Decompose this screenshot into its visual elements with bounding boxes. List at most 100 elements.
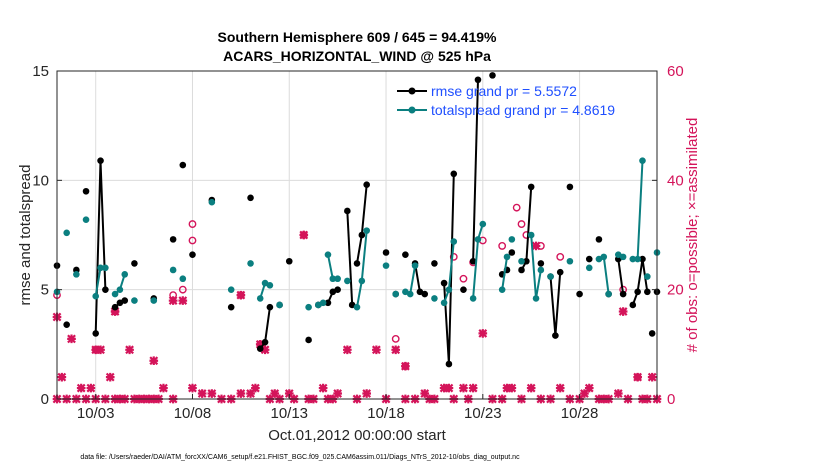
obs-assimilated-marker xyxy=(526,383,536,393)
data-point xyxy=(532,295,540,302)
obs-assimilated-marker xyxy=(207,389,217,398)
data-point xyxy=(382,249,390,256)
data-point xyxy=(285,257,293,265)
obs-assimilated-marker xyxy=(57,372,67,382)
data-point xyxy=(537,260,545,267)
obs-assimilated-marker xyxy=(459,383,468,393)
data-point xyxy=(503,253,511,261)
data-point xyxy=(445,286,453,293)
obs-possible-marker xyxy=(91,345,100,354)
obs-possible-marker xyxy=(556,252,565,261)
data-point xyxy=(450,170,458,178)
data-point xyxy=(92,292,100,300)
data-point xyxy=(556,268,564,276)
data-point xyxy=(319,299,327,307)
left-tick-label: 5 xyxy=(41,282,49,299)
data-point xyxy=(344,277,351,285)
obs-assimilated-marker xyxy=(318,383,328,393)
legend-rmse-marker xyxy=(408,87,416,95)
chart-subtitle: ACARS_HORIZONTAL_WIND @ 525 hPa xyxy=(223,48,491,64)
data-point xyxy=(121,297,129,304)
obs-assimilated-marker xyxy=(391,345,401,355)
data-point xyxy=(566,257,574,265)
data-point xyxy=(324,251,332,258)
data-point xyxy=(595,236,603,243)
data-point xyxy=(179,161,187,169)
data-point xyxy=(256,345,264,353)
obs-possible-marker xyxy=(536,242,545,250)
obs-possible-marker xyxy=(188,236,197,245)
data-point xyxy=(63,229,70,237)
data-point xyxy=(334,286,341,293)
data-point xyxy=(537,266,545,274)
data-point xyxy=(648,330,656,337)
data-point xyxy=(644,273,651,280)
obs-possible-marker xyxy=(633,373,642,382)
data-point xyxy=(131,260,138,267)
data-point xyxy=(440,279,448,287)
data-point xyxy=(121,271,129,278)
data-point xyxy=(639,157,646,164)
data-point xyxy=(402,251,409,258)
obs-assimilated-marker xyxy=(647,372,657,382)
series-rmse xyxy=(53,72,661,368)
obs-assimilated-marker xyxy=(270,389,280,398)
data-point xyxy=(585,255,593,263)
obs-possible-marker xyxy=(188,220,197,228)
obs-assimilated-marker xyxy=(178,296,188,305)
obs-assimilated-marker xyxy=(507,383,517,393)
left-tick-label: 15 xyxy=(32,63,49,80)
left-tick-label: 10 xyxy=(32,172,49,189)
data-point xyxy=(619,290,627,298)
obs-assimilated-marker xyxy=(342,345,352,355)
series-line-segment xyxy=(346,210,354,306)
data-point xyxy=(353,260,361,267)
obs-assimilated-marker xyxy=(584,383,594,393)
data-point xyxy=(600,253,608,261)
obs-assimilated-marker xyxy=(580,389,589,398)
x-axis-label: Oct.01,2012 00:00:00 start xyxy=(268,427,446,444)
obs-assimilated-marker xyxy=(362,389,372,398)
obs-possible-marker xyxy=(299,231,308,239)
obs-possible-marker xyxy=(449,252,458,261)
x-tick-label: 10/08 xyxy=(174,405,212,422)
x-tick-label: 10/03 xyxy=(77,405,115,422)
data-point xyxy=(392,290,400,298)
obs-assimilated-marker xyxy=(333,389,343,398)
data-point xyxy=(247,194,254,202)
obs-assimilated-marker xyxy=(168,296,178,305)
data-point xyxy=(527,183,535,191)
data-point xyxy=(92,330,100,337)
data-point xyxy=(363,227,370,234)
obs-possible-marker xyxy=(512,203,521,212)
data-point xyxy=(634,288,641,296)
data-point xyxy=(344,207,351,215)
obs-assimilated-marker xyxy=(110,307,120,316)
obs-possible-marker xyxy=(517,220,526,228)
right-tick-label: 60 xyxy=(667,63,684,80)
right-tick-label: 20 xyxy=(667,282,684,299)
data-point xyxy=(131,297,138,304)
data-point xyxy=(479,220,487,228)
data-point xyxy=(634,255,641,263)
data-point xyxy=(334,275,341,283)
plot-frame xyxy=(56,70,658,400)
data-point xyxy=(460,286,467,293)
obs-assimilated-marker xyxy=(618,307,628,316)
data-point xyxy=(353,303,361,311)
data-point xyxy=(82,187,90,195)
x-axis: 10/03 10/08 10/13 10/18 10/23 10/28 xyxy=(77,394,598,422)
data-point xyxy=(102,286,109,293)
data-point xyxy=(305,336,312,344)
obs-assimilated-marker xyxy=(444,383,454,393)
data-point xyxy=(111,290,119,298)
x-tick-label: 10/13 xyxy=(270,405,308,422)
obs-assimilated-marker xyxy=(420,389,430,398)
data-point xyxy=(489,72,496,79)
data-point xyxy=(276,301,283,309)
data-point xyxy=(508,249,516,256)
obs-assimilated-marker xyxy=(188,383,197,393)
y-axis-label-left: rmse and totalspread xyxy=(17,165,34,306)
data-point xyxy=(585,264,593,272)
